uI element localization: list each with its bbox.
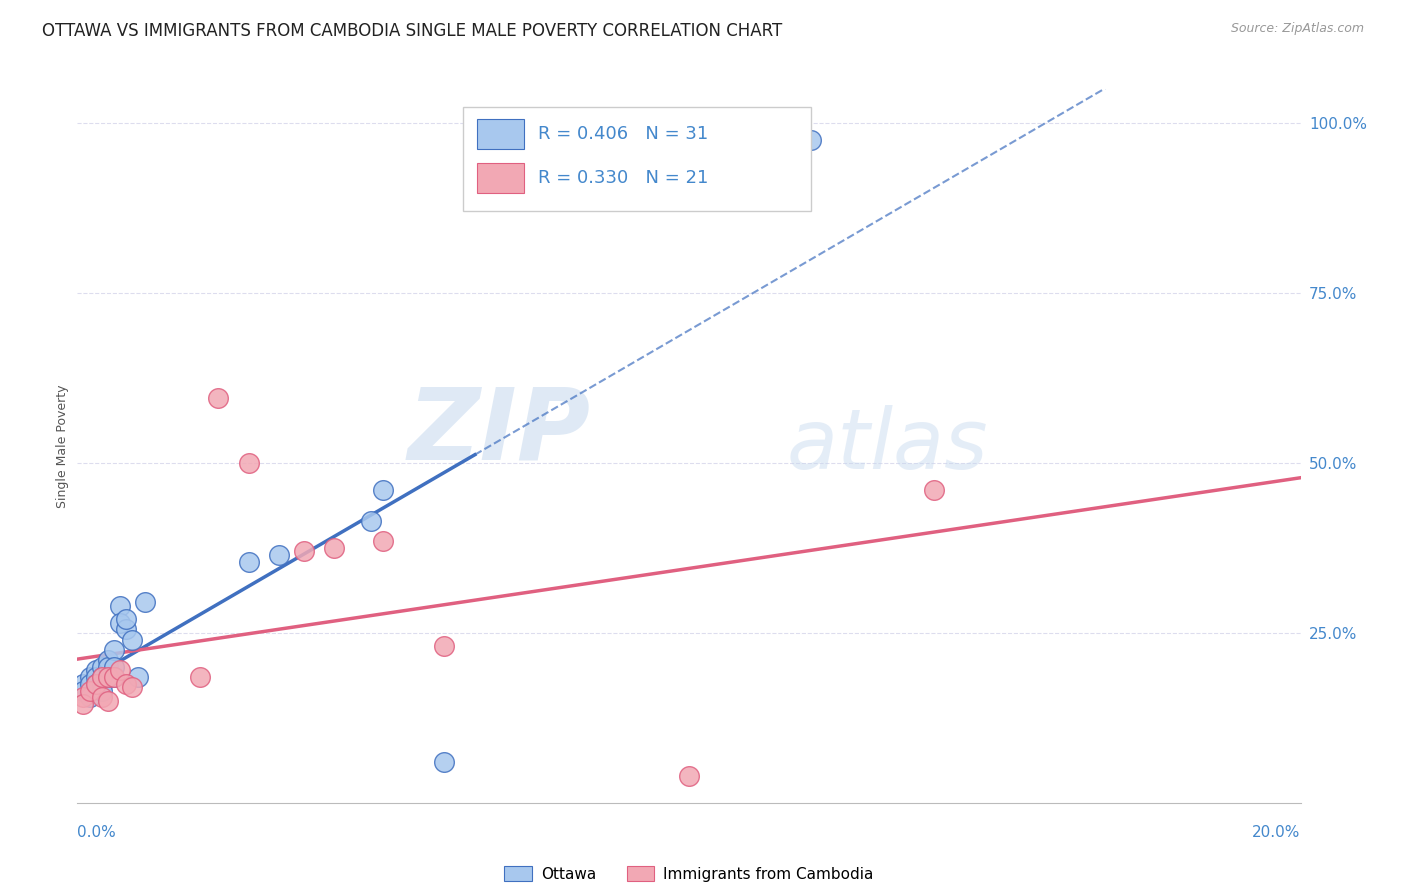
Text: 20.0%: 20.0% (1253, 825, 1301, 840)
Point (134, 595, 156, 609)
Point (108, 615, 131, 630)
Point (371, 483, 394, 498)
Point (97, 694, 120, 708)
Text: atlas: atlas (787, 406, 988, 486)
Point (97, 660, 120, 674)
Legend: Ottawa, Immigrants from Cambodia: Ottawa, Immigrants from Cambodia (498, 860, 880, 888)
Point (188, 670, 211, 684)
Point (72, 683, 94, 698)
Point (103, 660, 125, 674)
Point (238, 456, 260, 470)
Text: ZIP: ZIP (408, 384, 591, 480)
Point (72, 677, 94, 691)
Text: OTTAWA VS IMMIGRANTS FROM CAMBODIA SINGLE MALE POVERTY CORRELATION CHART: OTTAWA VS IMMIGRANTS FROM CAMBODIA SINGL… (42, 22, 782, 40)
Point (108, 663, 131, 677)
Point (207, 392, 229, 406)
Point (72, 690, 94, 705)
Point (79, 677, 101, 691)
Point (103, 670, 125, 684)
Point (103, 670, 125, 684)
Point (84, 677, 107, 691)
Point (90, 690, 112, 705)
Point (292, 544, 315, 558)
Point (90, 670, 112, 684)
Point (127, 670, 149, 684)
Text: R = 0.330   N = 21: R = 0.330 N = 21 (538, 169, 709, 187)
Point (115, 612, 138, 626)
Point (79, 683, 101, 698)
Point (371, 534, 394, 549)
Point (360, 514, 382, 528)
Text: R = 0.406   N = 31: R = 0.406 N = 31 (538, 125, 709, 143)
Point (238, 555, 260, 569)
Point (800, 133, 823, 147)
Point (323, 541, 346, 555)
Point (90, 660, 112, 674)
Point (72, 698, 94, 712)
Point (97, 653, 120, 667)
Point (121, 680, 143, 694)
Point (90, 677, 112, 691)
Point (269, 548, 291, 562)
Point (84, 663, 107, 677)
Text: Source: ZipAtlas.com: Source: ZipAtlas.com (1230, 22, 1364, 36)
Point (121, 632, 143, 647)
Point (90, 670, 112, 684)
Point (433, 640, 456, 654)
Point (97, 670, 120, 684)
FancyBboxPatch shape (463, 107, 811, 211)
Point (79, 670, 101, 684)
FancyBboxPatch shape (477, 120, 524, 149)
Point (103, 643, 125, 657)
Point (433, 755, 456, 769)
Point (97, 670, 120, 684)
Point (922, 483, 945, 498)
Point (79, 690, 101, 705)
Y-axis label: Single Male Poverty: Single Male Poverty (56, 384, 69, 508)
Point (115, 677, 138, 691)
Point (108, 599, 131, 613)
Text: 0.0%: 0.0% (77, 825, 117, 840)
FancyBboxPatch shape (477, 163, 524, 194)
Point (84, 677, 107, 691)
Point (115, 623, 138, 637)
Point (90, 683, 112, 698)
Point (84, 670, 107, 684)
Point (678, 769, 700, 783)
